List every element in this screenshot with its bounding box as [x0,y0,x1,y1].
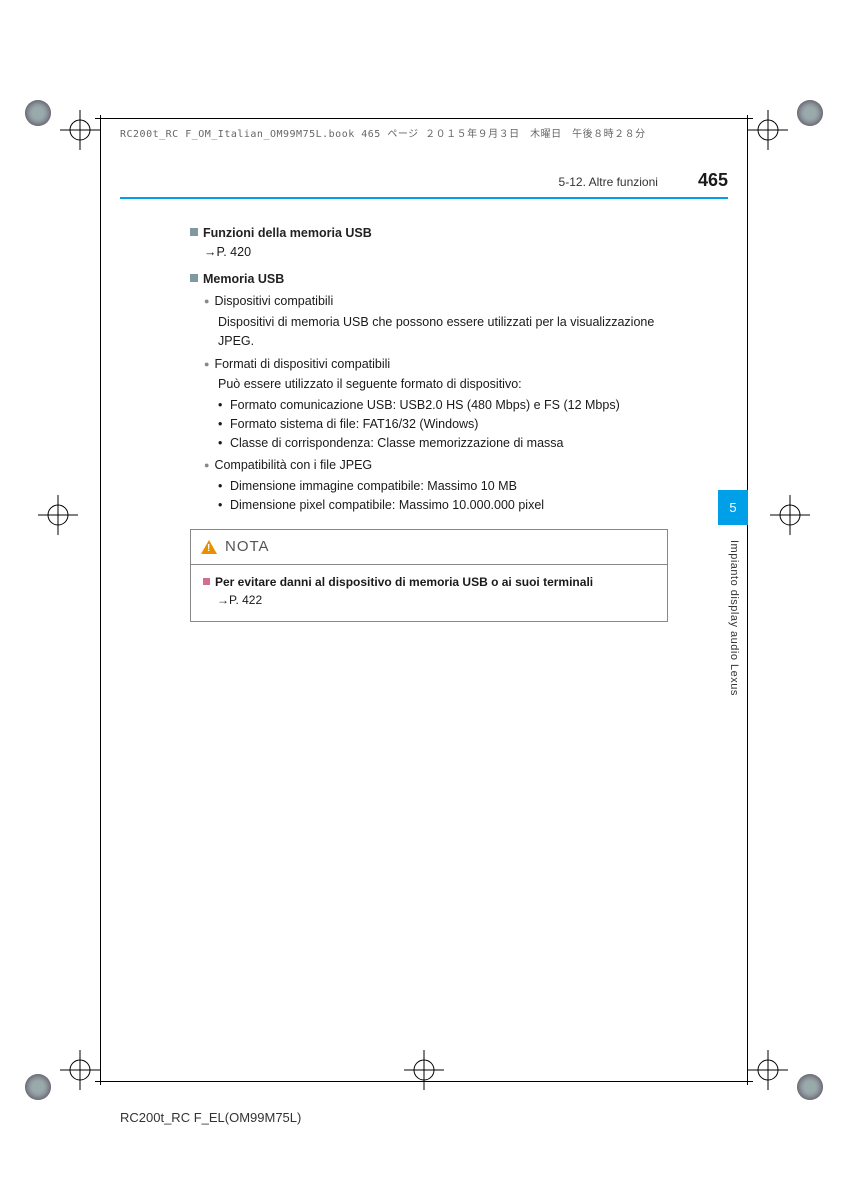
body-text: Dispositivi di memoria USB che possono e… [218,313,668,351]
nota-body: Per evitare danni al dispositivo di memo… [191,565,667,621]
registration-mark-icon [404,1050,444,1090]
registration-mark-icon [60,110,100,150]
page-header: 5-12. Altre funzioni 465 [120,170,728,199]
subheading-compatible-formats: Formati di dispositivi compatibili [204,355,668,374]
page-ref: →P. 420 [204,243,668,262]
list-item: Classe di corrispondenza: Classe memoriz… [218,434,668,453]
body-text: Può essere utilizzato il seguente format… [218,375,668,394]
section-title: 5-12. Altre funzioni [559,175,658,189]
registration-mark-icon [38,495,78,535]
heading-text: Funzioni della memoria USB [203,226,372,240]
content-body: Funzioni della memoria USB →P. 420 Memor… [190,220,668,622]
square-bullet-icon [190,228,198,236]
crop-line [95,1081,753,1082]
registration-mark-icon [60,1050,100,1090]
warning-triangle-icon [201,540,217,554]
square-bullet-icon [203,578,210,585]
nota-title: Per evitare danni al dispositivo di memo… [203,573,655,591]
page-ref: →P. 422 [217,591,655,609]
nota-label: NOTA [225,536,270,559]
heading-text: Memoria USB [203,272,284,286]
chapter-label: Impianto display audio Lexus [728,540,740,696]
list-item: Dimensione pixel compatibile: Massimo 10… [218,496,668,515]
crop-line [747,115,748,1085]
registration-mark-icon [748,1050,788,1090]
format-list: Formato comunicazione USB: USB2.0 HS (48… [218,396,668,452]
chapter-tab: 5 [718,490,748,525]
footer-text: RC200t_RC F_EL(OM99M75L) [120,1110,301,1125]
crop-line [100,115,101,1085]
crop-gear-icon [797,1074,823,1100]
jpeg-list: Dimensione immagine compatibile: Massimo… [218,477,668,515]
square-bullet-icon [190,274,198,282]
registration-mark-icon [770,495,810,535]
subheading-compatible-devices: Dispositivi compatibili [204,292,668,311]
crop-line [95,118,753,119]
heading-usb-memory: Memoria USB [190,270,668,289]
nota-header: NOTA [191,530,667,566]
print-header: RC200t_RC F_OM_Italian_OM99M75L.book 465… [120,125,646,140]
nota-box: NOTA Per evitare danni al dispositivo di… [190,529,668,623]
page-number: 465 [698,170,728,191]
crop-gear-icon [25,100,51,126]
crop-gear-icon [797,100,823,126]
nota-title-text: Per evitare danni al dispositivo di memo… [215,575,593,589]
list-item: Dimensione immagine compatibile: Massimo… [218,477,668,496]
list-item: Formato comunicazione USB: USB2.0 HS (48… [218,396,668,415]
registration-mark-icon [748,110,788,150]
list-item: Formato sistema di file: FAT16/32 (Windo… [218,415,668,434]
subheading-jpeg-compat: Compatibilità con i file JPEG [204,456,668,475]
crop-gear-icon [25,1074,51,1100]
heading-usb-functions: Funzioni della memoria USB [190,224,668,243]
